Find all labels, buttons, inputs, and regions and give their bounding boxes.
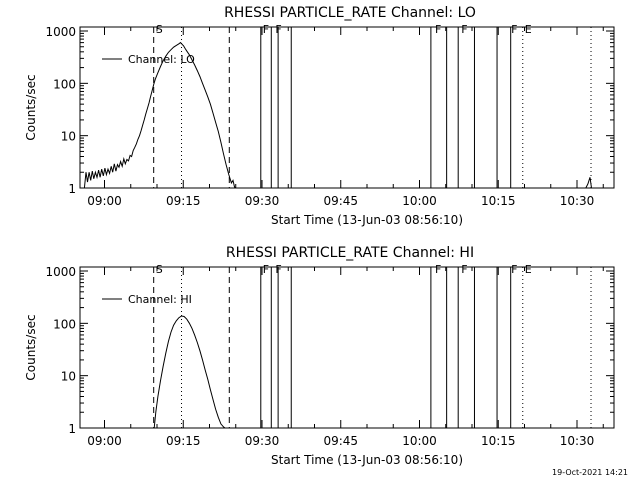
y-tick-label: 10 <box>61 130 76 144</box>
flag-label: F <box>275 23 281 36</box>
flag-label: F <box>275 263 281 276</box>
flag-label: S <box>156 23 163 36</box>
x-axis-label: Start Time (13-Jun-03 08:56:10) <box>271 453 463 467</box>
flag-label: F <box>461 263 467 276</box>
chart-title: RHESSI PARTICLE_RATE Channel: LO <box>224 5 476 21</box>
y-tick-label: 100 <box>53 77 76 91</box>
x-tick-label: 09:00 <box>87 434 122 448</box>
x-tick-label: 09:45 <box>323 434 358 448</box>
x-tick-label: 10:00 <box>402 194 437 208</box>
flag-label: E <box>525 263 532 276</box>
x-tick-label: 10:30 <box>560 434 595 448</box>
x-tick-label: 09:30 <box>245 434 280 448</box>
y-tick-label: 1000 <box>45 25 76 39</box>
series-line-1 <box>585 177 592 189</box>
chart-title: RHESSI PARTICLE_RATE Channel: HI <box>226 245 474 261</box>
legend-label: Channel: LO <box>128 53 195 66</box>
flag-label: F <box>435 263 441 276</box>
x-tick-label: 10:15 <box>481 194 516 208</box>
y-axis-label: Counts/sec <box>24 74 38 140</box>
x-tick-label: 10:00 <box>402 434 437 448</box>
x-tick-label: 09:15 <box>166 194 201 208</box>
y-tick-label: 1 <box>68 422 76 436</box>
y-tick-label: 10 <box>61 370 76 384</box>
x-tick-label: 09:00 <box>87 194 122 208</box>
x-tick-label: 09:15 <box>166 434 201 448</box>
chart-panel-lo: RHESSI PARTICLE_RATE Channel: LO 1 10 100 10… <box>24 5 615 227</box>
flag-label: F <box>435 23 441 36</box>
y-tick-label: 1000 <box>45 265 76 279</box>
plot-frame <box>79 26 615 189</box>
y-tick-label: 100 <box>53 317 76 331</box>
y-tick-label: 1 <box>68 182 76 196</box>
x-tick-label: 09:45 <box>323 194 358 208</box>
flag-label: S <box>156 263 163 276</box>
flag-label: F <box>263 263 269 276</box>
x-tick-label: 10:30 <box>560 194 595 208</box>
x-tick-label: 09:30 <box>245 194 280 208</box>
chart-panel-hi: RHESSI PARTICLE_RATE Channel: HI 1 10 100 10… <box>24 245 615 467</box>
x-axis-label: Start Time (13-Jun-03 08:56:10) <box>271 213 463 227</box>
plot-frame <box>79 266 615 429</box>
series-line-0 <box>83 41 238 189</box>
flag-label: F <box>511 23 517 36</box>
x-tick-label: 10:15 <box>481 434 516 448</box>
y-axis-label: Counts/sec <box>24 314 38 380</box>
legend-label: Channel: HI <box>128 293 192 306</box>
flag-label: E <box>525 23 532 36</box>
flag-label: F <box>511 263 517 276</box>
flag-label: F <box>461 23 467 36</box>
timestamp: 19-Oct-2021 14:21 <box>552 468 628 477</box>
series-line-0 <box>153 315 226 429</box>
flag-label: F <box>263 23 269 36</box>
